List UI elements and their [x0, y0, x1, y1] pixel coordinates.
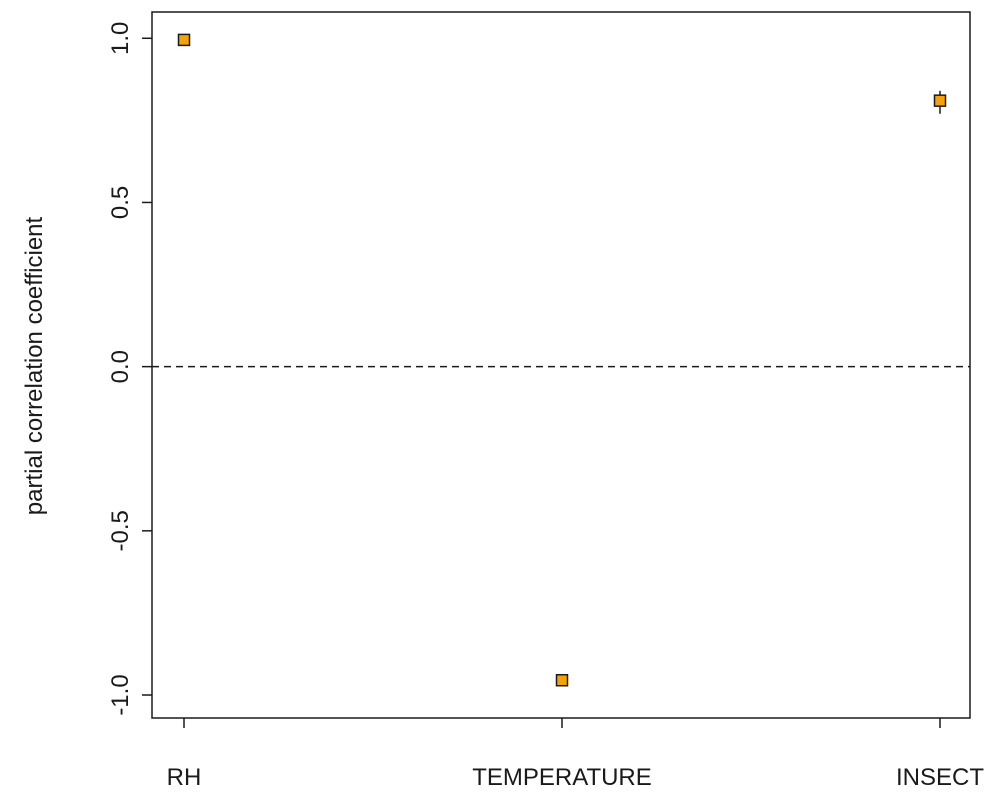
y-tick-label: 1.0: [107, 22, 134, 55]
data-point: [555, 673, 569, 687]
y-tick-label: -0.5: [107, 510, 134, 551]
y-axis-label: partial correlation coefficient: [21, 216, 48, 515]
data-points-layer: [177, 33, 947, 687]
y-axis: -1.0 -0.5 0.0 0.5 1.0: [107, 22, 152, 716]
plot-frame: [151, 11, 971, 719]
y-tick-label: 0.5: [107, 186, 134, 219]
x-tick-label: RH: [167, 764, 202, 791]
y-tick-label: 0.0: [107, 350, 134, 383]
data-point: [933, 94, 947, 107]
x-axis: RH TEMPERATURE INSECT: [167, 718, 984, 791]
x-tick-label: TEMPERATURE: [472, 764, 652, 791]
y-tick-label: -1.0: [107, 674, 134, 715]
data-point: [177, 33, 191, 47]
x-tick-label: INSECT: [896, 764, 984, 791]
